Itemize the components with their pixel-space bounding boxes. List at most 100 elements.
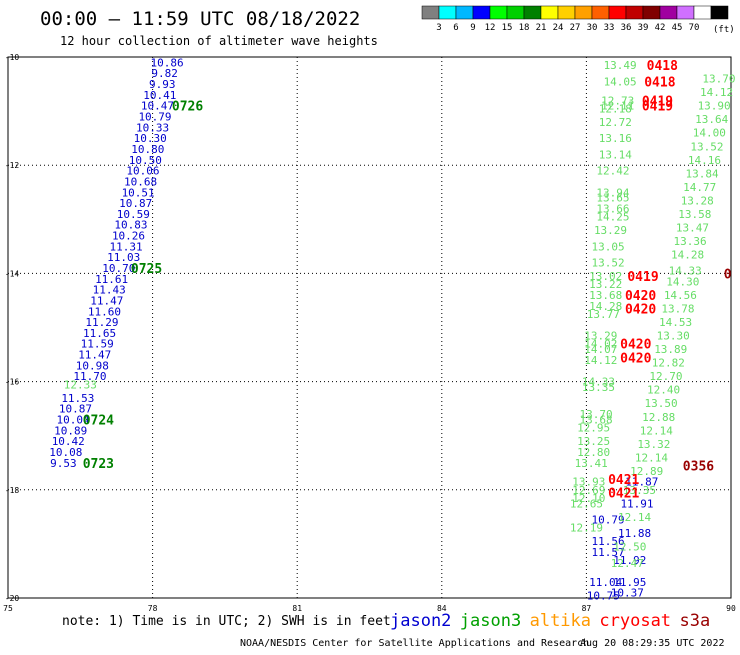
swh-value-jason2: 10.30 [134, 132, 167, 145]
pass-time-label: 0418 [647, 59, 678, 74]
swh-value-jason3: 13.16 [599, 132, 632, 145]
legend-jason2: jason2 [390, 611, 451, 631]
swh-value-jason2: 11.57 [592, 546, 625, 559]
swh-value-jason2: 11.95 [613, 576, 646, 589]
swh-value-jason3: 13.29 [584, 330, 617, 343]
swh-value-jason3: 13.65 [596, 192, 629, 205]
swh-value-jason3: 13.50 [645, 397, 678, 410]
swh-value-jason3: 12.65 [570, 497, 603, 510]
swh-value-jason2: 11.88 [618, 527, 651, 540]
swh-value-jason3: 12.70 [649, 370, 682, 383]
figure-subtitle: 12 hour collection of altimeter wave hei… [60, 34, 378, 48]
swh-value-jason3: 12.14 [640, 424, 673, 437]
legend-jason3: jason3 [460, 611, 521, 631]
swh-value-jason3: 13.29 [594, 224, 627, 237]
swh-value-jason3: 14.56 [664, 289, 697, 302]
color-scale-swatch [438, 5, 457, 20]
color-scale-tick: 70 [689, 23, 700, 33]
swh-value-jason3: 14.02 [584, 338, 617, 351]
swh-value-jason3: 13.35 [582, 381, 615, 394]
swh-value-jason2: 11.59 [81, 338, 114, 351]
color-scale-tick: 30 [587, 23, 598, 33]
map-grid [8, 57, 731, 598]
swh-value-jason3: 13.70 [702, 73, 735, 86]
legend-s3a: s3a [680, 611, 711, 631]
swh-value-jason2: 10.87 [119, 197, 152, 210]
swh-value-jason2: 11.87 [625, 476, 658, 489]
swh-value-jason3: 12.72 [599, 116, 632, 129]
swh-value-jason3: 13.05 [592, 240, 625, 253]
swh-value-jason2: 11.92 [613, 554, 646, 567]
swh-value-jason3: 13.68 [589, 289, 622, 302]
swh-value-jason2: 10.89 [54, 424, 87, 437]
swh-value-jason3: 12.82 [652, 357, 685, 370]
latitude-tick-label: -12 [5, 161, 20, 170]
pass-time-label: 0419 [642, 100, 673, 115]
legend-altika: altika [530, 611, 591, 631]
color-scale-tick: 21 [536, 23, 547, 33]
pass-time-label: 0726 [172, 100, 203, 115]
swh-value-jason3: 13.52 [690, 140, 723, 153]
swh-value-jason3: 13.14 [599, 148, 632, 161]
swh-value-jason3: 12.40 [647, 384, 680, 397]
color-scale-tick: 9 [470, 23, 475, 33]
swh-value-jason3: 13.36 [673, 235, 706, 248]
color-scale-tick: 45 [672, 23, 683, 33]
satellite-legend: jason2 jason3 altika cryosat s3a [390, 611, 710, 631]
swh-value-jason2: 10.83 [114, 219, 147, 232]
color-scale-tick: 27 [570, 23, 581, 33]
swh-value-jason2: 10.08 [49, 446, 82, 459]
swh-value-jason3: 13.78 [661, 303, 694, 316]
longitude-tick-label: 81 [292, 604, 302, 613]
swh-value-jason3: 12.50 [613, 541, 646, 554]
swh-value-jason3: 13.25 [577, 435, 610, 448]
swh-value-jason3: 13.32 [637, 438, 670, 451]
pass-time-label: 0356 [683, 459, 714, 474]
swh-value-jason3: 14.05 [604, 75, 637, 88]
swh-value-jason3: 14.12 [700, 86, 733, 99]
swh-value-jason3: 13.84 [686, 167, 719, 180]
swh-value-jason3: 14.28 [671, 248, 704, 261]
note-text: note: 1) Time is in UTC; 2) SWH is in fe… [62, 614, 391, 629]
swh-value-jason3: 13.89 [654, 343, 687, 356]
swh-value-jason3: 14.25 [596, 211, 629, 224]
figure-title: 00:00 – 11:59 UTC 08/18/2022 [40, 8, 360, 30]
swh-value-jason2: 11.29 [85, 316, 118, 329]
swh-data-labels: 10.869.829.9310.4110.4710.7910.3310.3010… [49, 56, 735, 602]
swh-value-jason3: 13.68 [579, 413, 612, 426]
swh-value-jason3: 12.14 [618, 511, 651, 524]
swh-value-jason3: 12.80 [577, 446, 610, 459]
swh-value-jason3: 14.33 [669, 265, 702, 278]
pass-time-label: 0725 [131, 262, 162, 277]
swh-value-jason3: 12.73 [601, 94, 634, 107]
pass-time-label: 0421 [608, 487, 639, 502]
swh-value-jason3: 12.10 [572, 492, 605, 505]
swh-value-jason3: 13.49 [604, 59, 637, 72]
swh-value-jason2: 11.31 [110, 240, 143, 253]
swh-value-jason2: 10.75 [587, 589, 620, 602]
swh-value-jason2: 11.70 [73, 370, 106, 383]
swh-value-jason2: 10.98 [76, 359, 109, 372]
pass-time-label: 0420 [625, 289, 656, 304]
swh-value-jason2: 10.41 [143, 89, 176, 102]
longitude-tick-label: 75 [3, 604, 13, 613]
swh-value-jason3: 14.12 [584, 354, 617, 367]
swh-value-jason3: 13.30 [657, 330, 690, 343]
color-scale-swatch [676, 5, 695, 20]
swh-value-jason3: 14.16 [688, 154, 721, 167]
color-scale-swatch [489, 5, 508, 20]
color-scale-swatch [710, 5, 729, 20]
swh-value-jason2: 10.79 [592, 514, 625, 527]
swh-value-jason3: 12.33 [64, 378, 97, 391]
swh-value-jason3: 12.18 [599, 102, 632, 115]
swh-value-jason2: 10.50 [129, 154, 162, 167]
color-scale-swatch [693, 5, 712, 20]
swh-value-jason3: 12.19 [570, 522, 603, 535]
swh-value-jason2: 11.91 [620, 497, 653, 510]
swh-value-jason2: 11.61 [95, 273, 128, 286]
footer-credit: NOAA/NESDIS Center for Satellite Applica… [240, 638, 589, 649]
color-scale-swatch [472, 5, 491, 20]
swh-value-jason2: 10.68 [124, 175, 157, 188]
swh-value-jason3: 13.93 [572, 476, 605, 489]
